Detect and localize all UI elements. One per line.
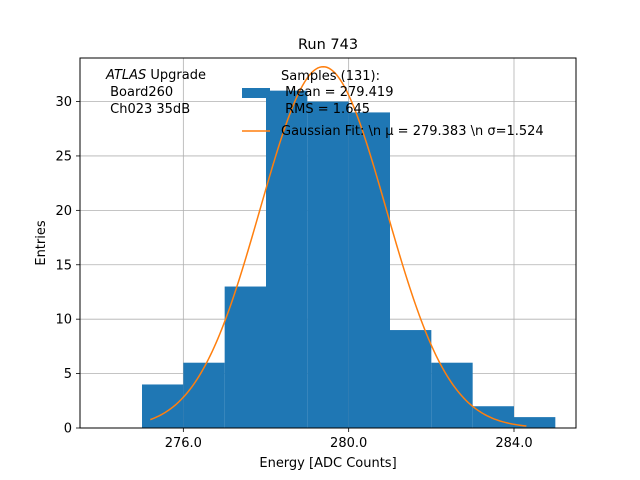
- annotation-line-1: ATLAS Upgrade: [105, 68, 206, 83]
- legend-histogram-swatch: [242, 88, 270, 98]
- y-tick-label: 20: [55, 204, 72, 219]
- x-axis-label: Energy [ADC Counts]: [259, 456, 396, 471]
- y-tick-label: 25: [55, 149, 72, 164]
- gaussian-fit-curve: [150, 65, 527, 427]
- atlas-annotation: ATLAS Upgrade Board260 Ch023 35dB: [105, 68, 206, 117]
- y-tick-label: 5: [64, 367, 72, 382]
- y-axis-ticks: 0 5 10 15 20 25 30: [55, 95, 80, 437]
- fit-curve-line: [150, 65, 527, 427]
- legend-histogram-line-3: RMS = 1.645: [281, 102, 370, 117]
- atlas-label: ATLAS: [105, 68, 146, 83]
- histogram-bar: [348, 112, 390, 428]
- upgrade-label: Upgrade: [146, 68, 206, 83]
- y-tick-label: 30: [55, 95, 72, 110]
- histogram-bar: [142, 384, 184, 428]
- y-axis-label: Entries: [34, 220, 49, 266]
- histogram-bar: [224, 286, 266, 428]
- histogram-bar: [307, 101, 349, 428]
- y-tick-label: 0: [64, 422, 72, 437]
- histogram-bar: [514, 417, 556, 428]
- histogram-bars: [142, 90, 556, 428]
- legend-histogram-line-1: Samples (131):: [281, 69, 380, 84]
- legend: Samples (131): Mean = 279.419 RMS = 1.64…: [242, 69, 544, 139]
- legend-fit-label: Gaussian Fit: \n μ = 279.383 \n σ=1.524: [281, 124, 544, 139]
- x-tick-label: 284.0: [495, 436, 532, 451]
- annotation-line-2: Board260: [106, 85, 173, 100]
- histogram-bar: [472, 406, 514, 428]
- histogram-bar: [266, 90, 308, 428]
- x-tick-label: 276.0: [165, 436, 202, 451]
- axes-frame: [79, 57, 577, 429]
- chart-title: Run 743: [298, 37, 358, 53]
- histogram-bar: [431, 362, 473, 428]
- x-axis-ticks: 276.0 280.0 284.0: [165, 428, 533, 451]
- y-tick-label: 15: [55, 258, 72, 273]
- legend-histogram-line-2: Mean = 279.419: [281, 85, 393, 100]
- annotation-line-3: Ch023 35dB: [106, 102, 190, 117]
- histogram-bar: [183, 362, 225, 428]
- x-tick-label: 280.0: [330, 436, 367, 451]
- histogram-bar: [390, 330, 432, 428]
- y-tick-label: 10: [55, 313, 72, 328]
